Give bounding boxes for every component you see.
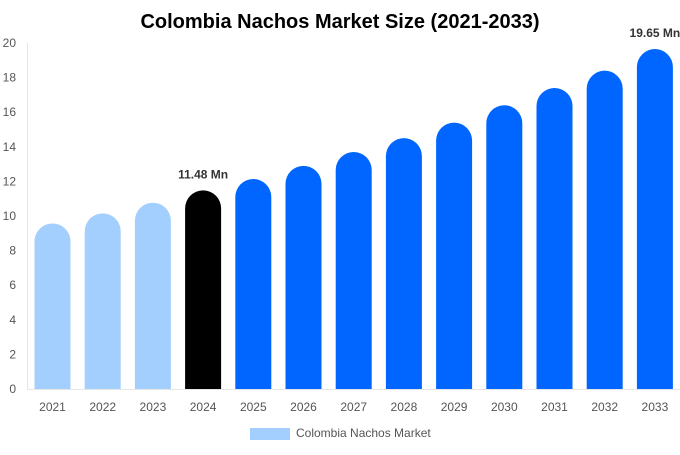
bar-2028[interactable] bbox=[385, 138, 422, 389]
x-tick-label: 2025 bbox=[240, 400, 267, 414]
x-tick-label: 2031 bbox=[541, 400, 568, 414]
bar-2031[interactable] bbox=[536, 87, 573, 389]
bar-2025[interactable] bbox=[235, 178, 272, 389]
bar-2022[interactable] bbox=[84, 213, 121, 389]
y-tick-label: 14 bbox=[3, 140, 17, 154]
bar-2026[interactable] bbox=[285, 165, 322, 389]
y-tick-label: 20 bbox=[3, 36, 17, 50]
x-tick-label: 2026 bbox=[290, 400, 317, 414]
bar-2021[interactable] bbox=[34, 223, 71, 389]
y-tick-label: 10 bbox=[3, 209, 17, 223]
y-tick-label: 12 bbox=[3, 174, 17, 188]
x-tick-label: 2033 bbox=[642, 400, 669, 414]
x-tick-label: 2021 bbox=[39, 400, 66, 414]
bar-2023[interactable] bbox=[134, 202, 171, 389]
x-tick-label: 2024 bbox=[190, 400, 217, 414]
y-tick-label: 18 bbox=[3, 71, 17, 85]
y-tick-label: 6 bbox=[9, 278, 16, 292]
legend-label: Colombia Nachos Market bbox=[296, 426, 431, 440]
data-label: 11.48 Mn bbox=[178, 167, 228, 181]
y-tick-label: 0 bbox=[9, 382, 16, 396]
y-tick-label: 16 bbox=[3, 105, 17, 119]
x-tick-label: 2029 bbox=[441, 400, 468, 414]
x-tick-label: 2028 bbox=[391, 400, 418, 414]
data-label: 19.65 Mn bbox=[630, 26, 680, 40]
legend-swatch bbox=[250, 428, 290, 440]
data-labels: 11.48 Mn 19.65 Mn bbox=[178, 26, 680, 181]
bar-2032[interactable] bbox=[586, 70, 623, 390]
y-tick-label: 4 bbox=[9, 313, 16, 327]
x-tick-label: 2027 bbox=[340, 400, 367, 414]
bar-2024[interactable] bbox=[185, 190, 222, 389]
bar-2029[interactable] bbox=[436, 122, 473, 389]
x-tick-label: 2022 bbox=[89, 400, 116, 414]
x-tick-label: 2032 bbox=[591, 400, 618, 414]
bar-2033[interactable] bbox=[636, 49, 673, 390]
bars bbox=[34, 49, 673, 390]
x-tick-label: 2030 bbox=[491, 400, 518, 414]
y-tick-label: 2 bbox=[9, 347, 16, 361]
x-tick-label: 2023 bbox=[140, 400, 167, 414]
y-tick-label: 8 bbox=[9, 244, 16, 258]
chart-title: Colombia Nachos Market Size (2021-2033) bbox=[140, 11, 539, 33]
x-axis: 2021 2022 2023 2024 2025 2026 2027 2028 2029 2030… bbox=[39, 400, 668, 414]
bar-2027[interactable] bbox=[335, 151, 372, 389]
legend[interactable]: Colombia Nachos Market bbox=[250, 426, 431, 440]
y-axis: 0 2 4 6 8 10 12 14 16 18 20 bbox=[3, 36, 17, 396]
bar-2030[interactable] bbox=[486, 105, 523, 389]
